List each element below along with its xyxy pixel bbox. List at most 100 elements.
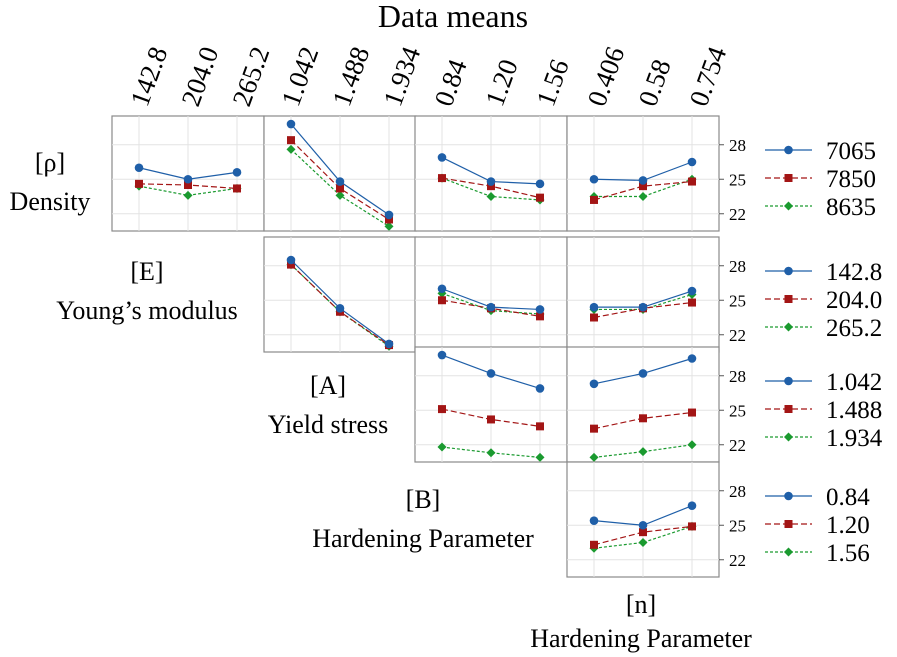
bottom-label-name: Hardening Parameter (530, 624, 752, 653)
data-point-marker (287, 260, 295, 269)
data-point-marker (590, 424, 598, 433)
data-point-marker (184, 181, 192, 189)
row-label-name: Hardening Parameter (312, 524, 534, 553)
data-point-marker (286, 119, 296, 129)
data-point-marker (688, 298, 696, 307)
y-axis-B: 28 25 22 (719, 482, 746, 570)
col-level-label: 265.2 (226, 43, 275, 110)
data-point-marker (784, 145, 793, 155)
data-point-marker (536, 193, 544, 202)
panel-E-vs-n (566, 236, 720, 353)
legend-label: 142.8 (826, 259, 882, 286)
data-point-marker (384, 221, 394, 231)
column-level-labels: 142.8 204.0 265.2 1.042 1.488 1.934 0.84… (124, 42, 732, 110)
col-level-label: 1.20 (479, 55, 523, 110)
data-point-marker (784, 547, 793, 557)
data-point-marker (286, 255, 296, 265)
panel-A-vs-n (566, 346, 720, 463)
data-point-marker (688, 177, 696, 186)
data-point-marker (638, 302, 648, 312)
panel-rho-vs-B (414, 115, 568, 232)
y-axis-E: 28 25 22 (719, 257, 746, 345)
data-point-marker (589, 452, 599, 462)
legend-label: 1.20 (826, 512, 870, 539)
data-point-marker (233, 184, 241, 193)
data-point-marker (486, 192, 496, 201)
data-point-marker (639, 414, 647, 423)
data-point-marker (535, 305, 545, 314)
col-level-label: 0.406 (581, 43, 630, 110)
data-point-marker (687, 157, 697, 167)
legend-B: 0.841.201.56 (765, 484, 870, 567)
data-point-marker (638, 192, 648, 201)
data-point-marker (590, 540, 598, 549)
legend-label: 1.56 (826, 540, 870, 567)
series-line (441, 446, 541, 458)
panel-rho-vs-n (566, 115, 720, 232)
data-point-marker (487, 182, 495, 191)
data-point-marker (687, 440, 697, 450)
data-point-marker (286, 144, 296, 154)
data-point-marker (437, 153, 447, 162)
legend-label: 0.84 (826, 484, 870, 511)
series-line (138, 185, 238, 196)
data-point-marker (784, 174, 793, 182)
col-level-label: 0.754 (683, 42, 732, 110)
data-point-marker (688, 522, 696, 531)
data-point-marker (638, 176, 648, 185)
data-point-marker (687, 354, 697, 363)
data-point-marker (486, 448, 496, 458)
y-tick-label: 22 (729, 551, 746, 570)
data-point-marker (438, 174, 446, 183)
panel-A-vs-B (414, 346, 568, 463)
y-tick-label: 25 (729, 516, 746, 535)
y-tick-label: 25 (729, 291, 746, 310)
legend-label: 1.934 (826, 425, 883, 452)
legend-label: 204.0 (826, 287, 882, 314)
data-point-marker (437, 284, 447, 294)
panel-E-vs-B (414, 236, 568, 353)
legend-label: 265.2 (826, 315, 882, 342)
y-axis-rho: 28 25 22 (719, 136, 746, 224)
data-point-marker (437, 350, 447, 360)
legend-label: 1.042 (826, 369, 882, 396)
panels-layer (111, 115, 720, 578)
y-tick-label: 28 (729, 482, 746, 501)
panel-B-vs-n (566, 461, 720, 578)
data-point-marker (384, 210, 394, 220)
data-point-marker (784, 405, 793, 413)
data-point-marker (784, 201, 793, 211)
data-point-marker (535, 384, 545, 393)
data-point-marker (784, 322, 793, 332)
legend-label: 8635 (826, 194, 876, 221)
data-point-marker (486, 369, 496, 378)
row-label-symbol: [ρ] (35, 148, 65, 177)
series-line (594, 293, 693, 311)
data-point-marker (535, 179, 545, 189)
y-tick-label: 25 (729, 401, 746, 420)
row-label-symbol: [A] (310, 371, 346, 400)
y-tick-label: 22 (729, 436, 746, 455)
y-tick-label: 22 (729, 326, 746, 345)
y-tick-label: 22 (729, 205, 746, 224)
panel-E-vs-A (263, 236, 417, 353)
data-point-marker (437, 442, 447, 452)
bottom-label-symbol: [n] (626, 590, 656, 619)
series-line (594, 178, 693, 198)
data-point-marker (688, 408, 696, 417)
series-line (593, 444, 693, 458)
row-label-symbol: [B] (406, 485, 441, 514)
data-point-marker (589, 174, 599, 184)
series-line (593, 525, 693, 549)
data-point-marker (487, 415, 495, 424)
y-axes-layer: 28 25 22 28 25 22 28 25 22 28 25 22 (719, 136, 746, 570)
data-point-marker (486, 177, 496, 186)
data-point-marker (784, 520, 793, 528)
data-point-marker (784, 432, 793, 442)
data-point-marker (639, 182, 647, 191)
data-point-marker (639, 528, 647, 537)
